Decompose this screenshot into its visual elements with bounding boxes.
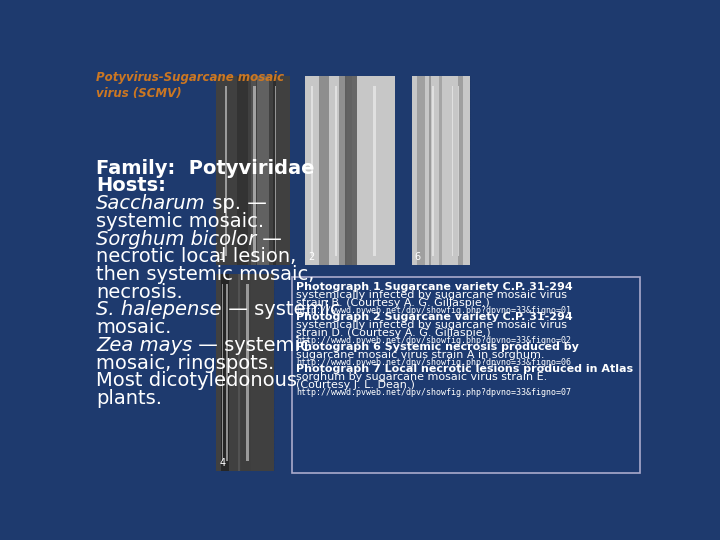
Bar	[438, 76, 442, 265]
Bar	[237, 76, 248, 265]
Bar	[429, 76, 431, 265]
Text: sorghum by sugarcane mosaic virus strain E.: sorghum by sugarcane mosaic virus strain…	[296, 372, 547, 382]
Text: strain B. (Courtesy A. G. Gillaspie.): strain B. (Courtesy A. G. Gillaspie.)	[296, 298, 490, 308]
Text: Potyvirus-Sugarcane mosaic
virus (SCMV): Potyvirus-Sugarcane mosaic virus (SCMV)	[96, 71, 284, 100]
Bar	[458, 76, 463, 265]
Text: Photograph 2 Sugarcane variety C.P. 31-294: Photograph 2 Sugarcane variety C.P. 31-2…	[296, 312, 573, 322]
Text: S. halepense: S. halepense	[96, 300, 222, 320]
Text: strain D. (Courtesy A. G. Gillaspie.): strain D. (Courtesy A. G. Gillaspie.)	[296, 328, 491, 338]
Bar	[458, 86, 459, 255]
Bar	[226, 284, 228, 461]
Bar	[221, 274, 229, 470]
Text: http://wwwd.pvweb.net/dpv/showfig.php?dpvno=33&figno=06: http://wwwd.pvweb.net/dpv/showfig.php?dp…	[296, 358, 571, 367]
Text: http://wwwd.pvweb.net/dpv/showfig.php?dpvno=33&figno=01: http://wwwd.pvweb.net/dpv/showfig.php?dp…	[296, 306, 571, 315]
Bar	[273, 76, 276, 265]
Text: systemically infected by sugarcane mosaic virus: systemically infected by sugarcane mosai…	[296, 320, 567, 330]
Text: Sorghum bicolor: Sorghum bicolor	[96, 230, 256, 248]
Text: Most dicotyledonous: Most dicotyledonous	[96, 372, 297, 390]
Bar	[452, 86, 453, 255]
Bar	[238, 274, 240, 470]
Text: necrosis.: necrosis.	[96, 283, 183, 302]
Bar	[253, 86, 256, 255]
Text: sugarcane mosaic virus strain A in sorghum.: sugarcane mosaic virus strain A in sorgh…	[296, 350, 544, 360]
Text: Photograph 1 Sugarcane variety C.P. 31-294: Photograph 1 Sugarcane variety C.P. 31-2…	[296, 282, 573, 292]
Text: (Courtesy J. L. Dean.): (Courtesy J. L. Dean.)	[296, 380, 415, 390]
Bar	[310, 86, 313, 255]
Text: http://wwwd.pvweb.net/dpv/showfig.php?dpvno=33&figno=07: http://wwwd.pvweb.net/dpv/showfig.php?dp…	[296, 388, 571, 397]
Text: 6: 6	[415, 252, 421, 262]
Text: necrotic local lesion,: necrotic local lesion,	[96, 247, 297, 266]
Text: systemically infected by sugarcane mosaic virus: systemically infected by sugarcane mosai…	[296, 290, 567, 300]
Text: sp. —: sp. —	[206, 194, 266, 213]
Bar	[373, 86, 376, 255]
Bar	[417, 76, 425, 265]
Bar	[292, 276, 640, 473]
Bar	[257, 76, 269, 265]
Text: 2: 2	[309, 252, 315, 262]
Bar	[338, 76, 346, 265]
Text: plants.: plants.	[96, 389, 162, 408]
Bar	[336, 86, 337, 255]
Bar	[251, 76, 256, 265]
Bar	[305, 76, 395, 265]
Text: Family:  Potyviridae: Family: Potyviridae	[96, 159, 315, 178]
Bar	[412, 76, 469, 265]
Text: mosaic.: mosaic.	[96, 318, 171, 337]
Text: — systemic: — systemic	[192, 336, 311, 355]
Bar	[274, 86, 276, 255]
Bar	[346, 76, 351, 265]
Bar	[221, 274, 230, 470]
Bar	[216, 76, 290, 265]
Text: then systemic mosaic,: then systemic mosaic,	[96, 265, 315, 284]
Text: systemic mosaic.: systemic mosaic.	[96, 212, 264, 231]
Bar	[240, 274, 251, 470]
Text: — systemic: — systemic	[222, 300, 341, 320]
Bar	[216, 274, 274, 470]
Bar	[433, 86, 434, 255]
Text: —: —	[256, 230, 282, 248]
Text: http://wwwd.pvweb.net/dpv/showfig.php?dpvno=33&figno=02: http://wwwd.pvweb.net/dpv/showfig.php?dp…	[296, 336, 571, 345]
Text: 4: 4	[220, 457, 225, 468]
Bar	[225, 86, 227, 255]
Text: mosaic, ringspots.: mosaic, ringspots.	[96, 354, 274, 373]
Text: Hosts:: Hosts:	[96, 177, 166, 195]
Text: Photograph 7 Local necrotic lesions produced in Atlas: Photograph 7 Local necrotic lesions prod…	[296, 364, 634, 374]
Text: Saccharum: Saccharum	[96, 194, 206, 213]
Bar	[345, 76, 357, 265]
Bar	[246, 284, 248, 461]
Text: Zea mays: Zea mays	[96, 336, 192, 355]
Text: 1: 1	[220, 252, 225, 262]
Text: Photograph 6 Systemic necrosis produced by: Photograph 6 Systemic necrosis produced …	[296, 342, 579, 352]
Bar	[319, 76, 329, 265]
